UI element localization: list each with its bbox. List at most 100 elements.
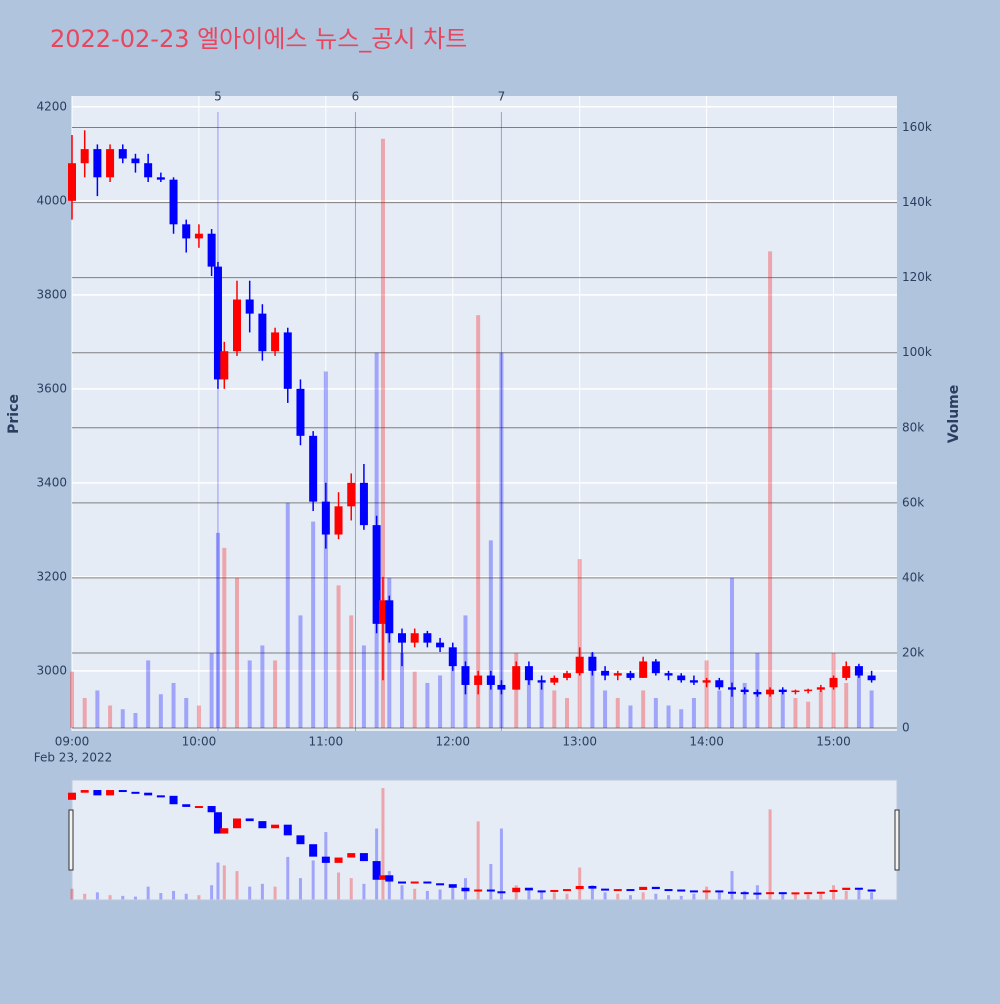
candle-body xyxy=(613,673,622,676)
slider-candle-body xyxy=(537,890,546,893)
slider-volume-bar xyxy=(844,890,848,900)
slider-candle-body xyxy=(778,892,787,895)
volume-bar xyxy=(488,540,493,728)
slider-volume-bar xyxy=(260,883,264,900)
slider-volume-bar xyxy=(381,788,385,900)
candle-body xyxy=(213,266,222,380)
slider-candle-body xyxy=(156,795,165,798)
slider-candle-body xyxy=(854,887,863,890)
volume-bar xyxy=(552,690,557,728)
y2-tick-label: 120k xyxy=(902,270,932,284)
slider-volume-bar xyxy=(476,821,480,900)
volume-bar xyxy=(412,671,417,728)
slider-volume-bar xyxy=(172,890,176,900)
candle-body xyxy=(766,689,775,695)
slider-volume-bar xyxy=(146,886,150,900)
slider-volume-bar xyxy=(692,893,696,900)
slider-volume-bar xyxy=(755,885,759,900)
candle-body xyxy=(461,666,470,685)
slider-volume-bar xyxy=(133,896,137,900)
volume-bar xyxy=(603,690,608,728)
slider-volume-bar xyxy=(248,886,252,900)
range-slider[interactable] xyxy=(71,779,898,901)
slider-volume-bar xyxy=(451,885,455,900)
volume-bar xyxy=(349,615,354,728)
range-handle-left[interactable] xyxy=(68,809,74,871)
slider-volume-bar xyxy=(565,893,569,900)
candle-body xyxy=(550,677,559,683)
slider-candle-body xyxy=(182,804,191,807)
slider-candle-body xyxy=(550,889,559,892)
slider-volume-bar xyxy=(806,894,810,900)
candle-body xyxy=(702,680,711,683)
candle-body xyxy=(233,299,241,352)
volume-bar xyxy=(298,615,303,728)
candle-body xyxy=(677,675,686,681)
slider-candle-body xyxy=(497,891,506,894)
volume-bar xyxy=(476,315,481,728)
slider-volume-bar xyxy=(590,885,594,900)
slider-candle-body xyxy=(169,795,178,805)
range-handle-right[interactable] xyxy=(894,809,900,871)
slider-volume-bar xyxy=(489,863,493,900)
slider-candle-body xyxy=(423,881,432,884)
slider-volume-bar xyxy=(184,893,188,900)
volume-bar xyxy=(730,577,734,728)
volume-bar xyxy=(780,690,785,728)
slider-candle-body xyxy=(271,824,280,829)
candle-body xyxy=(296,388,305,436)
candle-body xyxy=(601,670,610,676)
volume-bar xyxy=(628,705,633,728)
candle-body xyxy=(804,689,813,692)
slider-volume-bar xyxy=(781,892,785,900)
slider-volume-bar xyxy=(730,871,734,900)
candle-body xyxy=(474,675,483,685)
y2-tick-label: 60k xyxy=(902,495,924,509)
volume-bar xyxy=(450,652,455,728)
y-tick-label: 4200 xyxy=(36,99,67,113)
y-tick-label: 3400 xyxy=(36,475,67,489)
slider-volume-bar xyxy=(717,892,721,900)
candle-body xyxy=(258,313,267,352)
candle-body xyxy=(410,633,419,643)
candle-body xyxy=(156,177,165,180)
slider-volume-bar xyxy=(121,895,125,900)
slider-volume-bar xyxy=(286,856,290,900)
candle-body xyxy=(378,600,387,624)
slider-candle-body xyxy=(118,790,127,793)
volume-bar xyxy=(108,705,113,728)
slider-volume-bar xyxy=(210,885,214,900)
volume-bar xyxy=(222,547,227,728)
volume-bar xyxy=(526,671,531,728)
candle-body xyxy=(829,677,838,688)
y2-tick-label: 100k xyxy=(902,345,932,359)
slider-volume-bar xyxy=(616,893,620,900)
candle-body xyxy=(423,633,432,643)
plot-area xyxy=(72,96,897,731)
slider-volume-bar xyxy=(216,862,220,900)
candle-body xyxy=(385,600,394,634)
y2-tick-label: 20k xyxy=(902,645,924,659)
volume-bar xyxy=(133,712,138,728)
slider-candle-body xyxy=(385,875,394,882)
volume-bar xyxy=(285,502,290,728)
slider-candle-body xyxy=(436,883,445,886)
candle-body xyxy=(309,435,318,502)
slider-candle-body xyxy=(398,881,406,884)
slider-candle-body xyxy=(334,857,343,863)
candle-body xyxy=(651,661,660,674)
candle-body xyxy=(816,687,825,690)
slider-candle-body xyxy=(474,889,483,892)
slider-candle-body xyxy=(575,885,584,890)
slider-candle-body xyxy=(448,884,457,888)
volume-bar xyxy=(361,645,366,728)
candle-body xyxy=(728,687,736,690)
slider-volume-bar xyxy=(705,886,709,900)
slider-candle-body xyxy=(626,889,635,892)
candle-body xyxy=(169,179,178,225)
slider-candle-body xyxy=(563,889,571,892)
slider-volume-bar xyxy=(552,892,556,900)
slider-volume-bar xyxy=(514,885,518,900)
slider-volume-bar xyxy=(438,889,442,900)
slider-candle-body xyxy=(144,792,153,796)
